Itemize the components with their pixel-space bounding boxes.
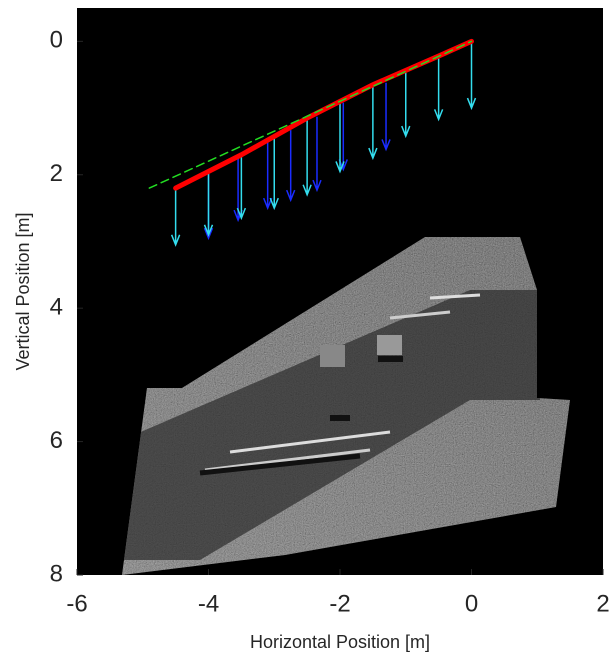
- arrow-shaft: [285, 130, 296, 203]
- arrow: [335, 101, 345, 174]
- arrow: [269, 138, 279, 211]
- arrow: [433, 56, 444, 122]
- y-tick-label: 8: [50, 560, 63, 587]
- arrow-shaft: [381, 82, 391, 152]
- arrow-shaft: [335, 101, 345, 174]
- arrow-shaft: [401, 69, 411, 139]
- arrow: [466, 41, 477, 111]
- arrow: [203, 171, 214, 237]
- x-tick-label: 0: [465, 590, 478, 617]
- arrow-shaft: [262, 141, 273, 211]
- arrow-shaft: [466, 41, 477, 111]
- arrow-shaft: [368, 84, 378, 161]
- y-tick-label: 2: [50, 160, 63, 187]
- arrow: [285, 130, 296, 203]
- x-tick-label: 2: [596, 590, 609, 617]
- arrow-shaft: [203, 171, 214, 237]
- y-axis-label: Vertical Position [m]: [13, 212, 33, 370]
- arrow-shaft: [312, 116, 322, 193]
- arrow-shaft: [302, 118, 312, 197]
- arrow-shaft: [236, 154, 247, 221]
- arrow: [401, 69, 411, 139]
- x-axis-label: Horizontal Position [m]: [250, 632, 430, 652]
- arrow: [170, 188, 181, 247]
- y-tick-label: 6: [50, 427, 63, 454]
- line: [148, 40, 473, 189]
- x-tick-label: -4: [198, 590, 219, 617]
- x-tick-label: -6: [66, 590, 87, 617]
- x-tick-label: -2: [329, 590, 350, 617]
- arrow-shaft: [433, 56, 444, 122]
- arrow-shaft: [269, 138, 279, 211]
- y-tick-label: 4: [50, 294, 63, 321]
- arrow: [368, 84, 378, 161]
- arrow-shaft: [170, 188, 181, 247]
- arrow: [312, 116, 322, 193]
- arrow: [302, 118, 312, 197]
- y-tick-label: 0: [50, 27, 63, 54]
- arrow: [262, 141, 273, 211]
- arrow: [381, 82, 391, 152]
- arrow: [236, 154, 247, 221]
